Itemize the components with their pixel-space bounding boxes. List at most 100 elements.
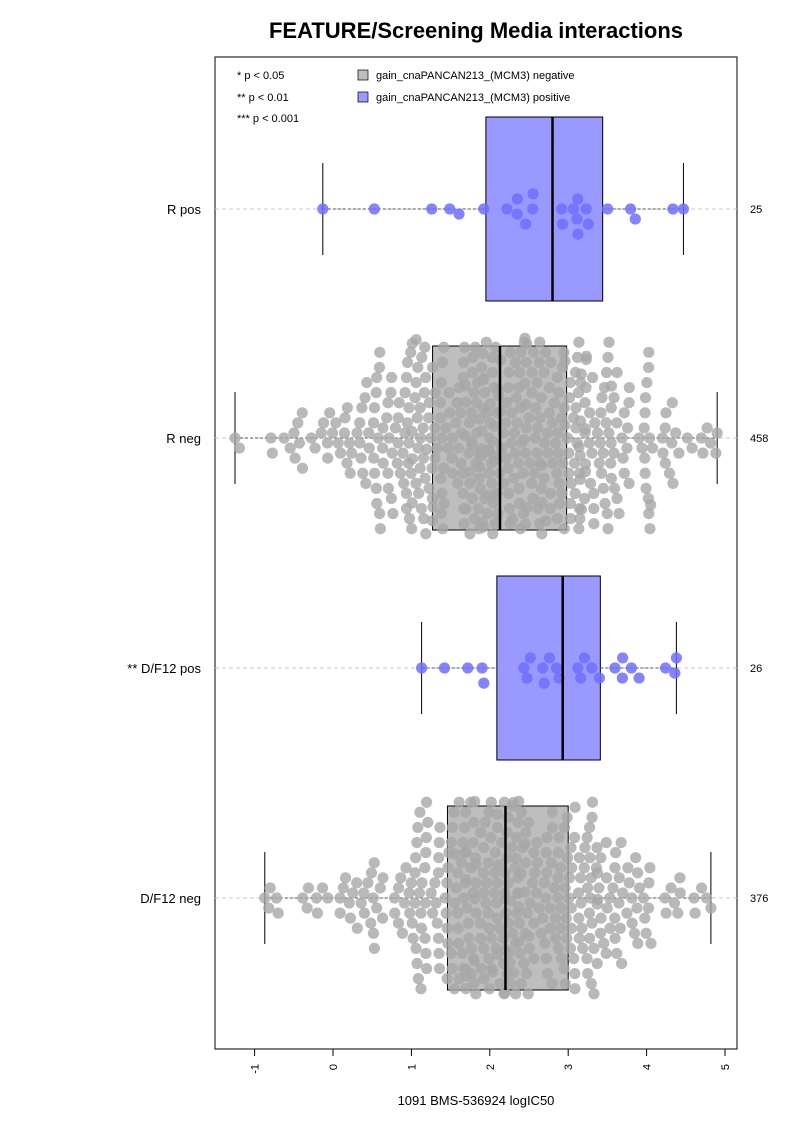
data-point (563, 447, 575, 459)
data-point (478, 842, 490, 854)
data-point (491, 821, 504, 834)
data-point (374, 507, 386, 520)
data-point (564, 497, 576, 510)
data-point (491, 912, 503, 924)
data-point (475, 826, 487, 839)
data-point (695, 882, 708, 894)
data-point (558, 523, 570, 535)
data-point (632, 937, 644, 949)
data-point (644, 862, 656, 874)
data-point (521, 907, 534, 919)
data-point (639, 467, 651, 479)
data-point (466, 492, 478, 505)
data-point (452, 442, 465, 454)
data-point (540, 952, 553, 965)
data-point (311, 907, 324, 919)
data-point (673, 447, 685, 459)
data-point (485, 831, 497, 844)
data-point (558, 821, 571, 834)
data-point (389, 422, 401, 434)
data-point (505, 407, 518, 419)
points (229, 332, 723, 540)
data-point (595, 912, 607, 924)
data-point (347, 887, 359, 899)
data-point (370, 482, 382, 494)
data-point (513, 482, 525, 494)
data-point (472, 502, 484, 515)
data-point (288, 427, 300, 439)
data-point (415, 662, 428, 674)
data-point (670, 652, 682, 664)
data-point (438, 462, 450, 474)
data-point (556, 203, 568, 215)
data-point (528, 917, 540, 929)
data-point (403, 887, 415, 899)
data-point (480, 897, 492, 909)
data-point (674, 887, 686, 899)
data-point (519, 518, 532, 530)
data-point (357, 467, 369, 479)
data-point (415, 907, 427, 919)
data-point (623, 877, 635, 889)
legend-swatch-negative (357, 69, 369, 81)
data-point (572, 228, 584, 240)
data-point (558, 346, 570, 358)
data-point (374, 346, 386, 358)
data-point (486, 477, 498, 489)
data-point (418, 387, 431, 399)
data-point (500, 417, 512, 429)
data-point (521, 338, 533, 350)
data-point (618, 407, 630, 419)
data-point (595, 852, 607, 864)
data-point (494, 978, 506, 990)
data-point (451, 907, 464, 919)
data-point (582, 968, 594, 980)
data-point (341, 402, 353, 414)
data-point (487, 966, 499, 978)
data-point (405, 877, 417, 889)
data-point (351, 922, 363, 934)
data-point (506, 927, 518, 939)
data-point (433, 852, 445, 864)
data-point (467, 836, 479, 849)
data-point (518, 957, 530, 970)
data-point (603, 427, 615, 439)
data-point (572, 887, 585, 899)
data-point (430, 897, 442, 909)
data-point (419, 472, 431, 484)
x-tick-label: 5 (720, 1064, 732, 1070)
data-point (470, 858, 482, 870)
data-point (429, 877, 441, 889)
data-point (537, 662, 549, 674)
data-point (343, 437, 356, 449)
data-point (531, 857, 544, 869)
data-point (529, 432, 541, 444)
data-point (405, 346, 417, 358)
data-point (613, 507, 625, 520)
data-point (586, 811, 598, 823)
data-point (478, 203, 490, 215)
data-point (358, 907, 370, 919)
data-point (491, 877, 503, 889)
data-point (575, 872, 587, 884)
data-point (552, 872, 564, 884)
data-point (466, 366, 479, 379)
legend-label-positive: gain_cnaPANCAN213_(MCM3) positive (376, 92, 570, 104)
data-point (552, 892, 564, 904)
data-point (393, 397, 405, 409)
data-point (603, 336, 615, 348)
data-point (519, 377, 531, 389)
data-point (576, 922, 588, 934)
data-point (292, 417, 304, 429)
data-point (586, 371, 599, 384)
data-point (426, 492, 439, 505)
data-point (580, 381, 592, 394)
data-point (465, 942, 477, 955)
data-point (410, 376, 422, 389)
data-point (599, 497, 611, 510)
data-point (452, 477, 464, 489)
data-point (579, 423, 592, 435)
data-point (659, 457, 672, 469)
data-point (259, 892, 271, 904)
data-point (531, 422, 544, 434)
